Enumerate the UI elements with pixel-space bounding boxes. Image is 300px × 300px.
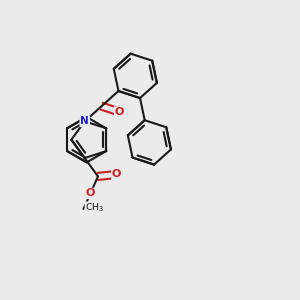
Text: CH$_3$: CH$_3$ [85,202,104,214]
Text: O: O [86,188,95,198]
Text: O: O [112,169,121,179]
Text: O: O [115,107,124,117]
Text: N: N [80,116,89,126]
